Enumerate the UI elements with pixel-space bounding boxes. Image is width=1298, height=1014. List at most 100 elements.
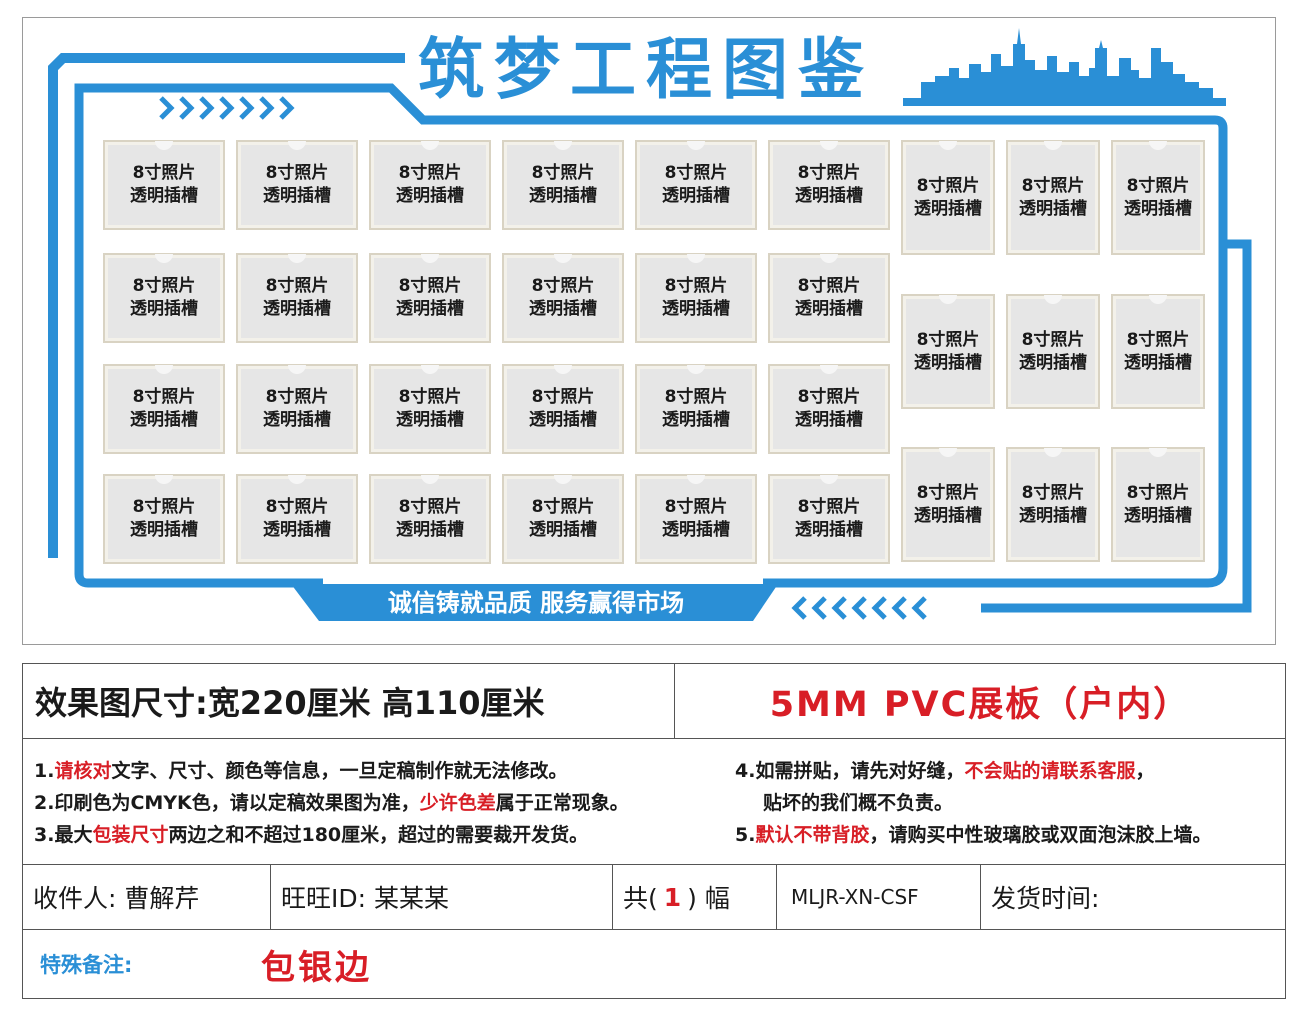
photo-slot: 8寸照片透明插槽 xyxy=(369,364,491,454)
ship-time-field: 发货时间: xyxy=(991,884,1100,913)
slot-type-text: 透明插槽 xyxy=(662,299,730,319)
slot-size-text: 8寸照片 xyxy=(916,329,980,350)
photo-slot: 8寸照片 透明插槽 xyxy=(901,294,995,409)
outer-frame-line xyxy=(48,53,405,558)
chevrons-left-graphic xyxy=(791,596,927,620)
panel-count-field: 共(1) 幅 xyxy=(613,865,777,929)
slot-size-text: 8寸照片 xyxy=(398,163,462,183)
slot-type-text: 透明插槽 xyxy=(1019,352,1087,373)
slot-type-text: 透明插槽 xyxy=(662,186,730,206)
photo-slot: 8寸照片 透明插槽 xyxy=(369,140,491,230)
slot-size-text: 8寸照片 xyxy=(664,276,728,296)
photo-slot: 8寸照片 透明插槽 xyxy=(1006,447,1100,562)
slot-type-text: 透明插槽 xyxy=(263,186,331,206)
slot-type-text: 透明插槽 xyxy=(662,520,730,540)
slot-type-text: 透明插槽 xyxy=(396,520,464,540)
slot-size-text: 8寸照片 xyxy=(1021,175,1085,196)
slot-size-text: 8寸照片 xyxy=(132,387,196,407)
slot-size-text: 8寸照片 xyxy=(531,163,595,183)
photo-slot: 8寸照片 透明插槽 xyxy=(1006,294,1100,409)
photo-slot: 8寸照片 透明插槽 xyxy=(901,140,995,255)
photo-slot: 8寸照片透明插槽 xyxy=(236,253,358,343)
photo-slot: 8寸照片透明插槽 xyxy=(502,140,624,230)
slot-size-text: 8寸照片 xyxy=(664,497,728,517)
photo-slot: 8寸照片透明插槽 xyxy=(369,474,491,564)
slot-size-text: 8寸照片 xyxy=(265,163,329,183)
photo-slot: 8寸照片 透明插槽 xyxy=(236,474,358,564)
photo-slot: 8寸照片 透明插槽 xyxy=(103,474,225,564)
slot-type-text: 透明插槽 xyxy=(529,299,597,319)
product-code: MLJR-XN-CSF xyxy=(777,865,981,929)
slot-type-text: 透明插槽 xyxy=(263,299,331,319)
photo-slot: 8寸照片透明插槽 xyxy=(236,364,358,454)
board-title: 筑梦工程图鉴 xyxy=(418,31,874,108)
slot-size-text: 8寸照片 xyxy=(132,163,196,183)
photo-slot: 8寸照片透明插槽 xyxy=(635,253,757,343)
slot-type-text: 透明插槽 xyxy=(263,520,331,540)
slot-type-text: 透明插槽 xyxy=(529,410,597,430)
photo-slot: 8寸照片 透明插槽 xyxy=(768,140,890,230)
slot-size-text: 8寸照片 xyxy=(797,276,861,296)
note-5: 5.默认不带背胶，请购买中性玻璃胶或双面泡沫胶上墙。 xyxy=(735,824,1212,846)
slot-size-text: 8寸照片 xyxy=(398,497,462,517)
slot-type-text: 透明插槽 xyxy=(795,299,863,319)
recipient-field: 收件人: 曹解芹 xyxy=(23,865,271,929)
board-frame-graphic xyxy=(48,28,1252,621)
slot-type-text: 透明插槽 xyxy=(662,410,730,430)
slot-type-text: 透明插槽 xyxy=(1124,352,1192,373)
photo-slot: 8寸照片 透明插槽 xyxy=(768,364,890,454)
shipping-row: 收件人: 曹解芹 旺旺ID: 某某某 共(1) 幅 MLJR-XN-CSF 发货… xyxy=(23,865,1285,930)
photo-slot: 8寸照片 透明插槽 xyxy=(1111,447,1205,562)
photo-slot: 8寸照片 透明插槽 xyxy=(768,474,890,564)
city-skyline-graphic xyxy=(903,28,1226,106)
slot-type-text: 透明插槽 xyxy=(263,410,331,430)
slot-type-text: 透明插槽 xyxy=(396,410,464,430)
photo-slot: 8寸照片 透明插槽 xyxy=(901,447,995,562)
photo-slot: 8寸照片 透明插槽 xyxy=(1006,140,1100,255)
photo-slot: 8寸照片 透明插槽 xyxy=(502,253,624,343)
remark-value: 包银边 xyxy=(261,947,372,988)
chevrons-right-graphic xyxy=(159,96,295,120)
photo-slot: 8寸照片 透明插槽 xyxy=(635,140,757,230)
slot-size-text: 8寸照片 xyxy=(531,497,595,517)
note-4-continued: 贴坏的我们概不负责。 xyxy=(763,792,954,814)
note-4: 4.如需拼贴，请先对好缝，不会贴的请联系客服， xyxy=(735,760,1155,782)
slot-size-text: 8寸照片 xyxy=(1126,175,1190,196)
slot-size-text: 8寸照片 xyxy=(265,276,329,296)
photo-slot: 8寸照片 透明插槽 xyxy=(1111,140,1205,255)
wangwang-id-field: 旺旺ID: 某某某 xyxy=(271,865,613,929)
slot-type-text: 透明插槽 xyxy=(1124,198,1192,219)
display-board-preview: 筑梦工程图鉴 8寸照片 透明插槽 8寸照片 透明插槽 8寸照片 透明插槽 8寸照片 透明插槽 8… xyxy=(22,17,1276,645)
slot-type-text: 透明插槽 xyxy=(529,186,597,206)
photo-slot: 8寸照片透明插槽 xyxy=(103,364,225,454)
photo-slot: 8寸照片 透明插槽 xyxy=(1111,294,1205,409)
slogan-banner xyxy=(291,584,778,621)
slot-size-text: 8寸照片 xyxy=(664,387,728,407)
slot-type-text: 透明插槽 xyxy=(396,299,464,319)
photo-slot: 8寸照片透明插槽 xyxy=(768,253,890,343)
slot-size-text: 8寸照片 xyxy=(265,387,329,407)
slot-size-text: 8寸照片 xyxy=(398,276,462,296)
slot-size-text: 8寸照片 xyxy=(916,482,980,503)
panel-count-value: 1 xyxy=(663,882,682,912)
slot-type-text: 透明插槽 xyxy=(914,352,982,373)
photo-slot: 8寸照片 透明插槽 xyxy=(502,364,624,454)
photo-slot: 8寸照片 透明插槽 xyxy=(502,474,624,564)
photo-slot: 8寸照片 透明插槽 xyxy=(103,140,225,230)
slot-type-text: 透明插槽 xyxy=(795,520,863,540)
inner-frame-line xyxy=(74,83,1228,588)
slot-size-text: 8寸照片 xyxy=(916,175,980,196)
board-slogan: 诚信铸就品质 服务赢得市场 xyxy=(387,589,685,617)
slot-size-text: 8寸照片 xyxy=(132,276,196,296)
slot-type-text: 透明插槽 xyxy=(1124,505,1192,526)
order-info-table: 效果图尺寸:宽220厘米 高110厘米 5MM PVC展板（户内） 1.请核对文… xyxy=(22,663,1286,999)
slot-type-text: 透明插槽 xyxy=(914,198,982,219)
note-2: 2.印刷色为CMYK色，请以定稿效果图为准，少许色差属于正常现象。 xyxy=(34,792,629,814)
photo-slot: 8寸照片透明插槽 xyxy=(236,140,358,230)
right-bracket-line xyxy=(981,239,1252,613)
slot-size-text: 8寸照片 xyxy=(1126,329,1190,350)
slot-type-text: 透明插槽 xyxy=(130,299,198,319)
slot-size-text: 8寸照片 xyxy=(1021,482,1085,503)
slot-type-text: 透明插槽 xyxy=(130,410,198,430)
slot-size-text: 8寸照片 xyxy=(398,387,462,407)
